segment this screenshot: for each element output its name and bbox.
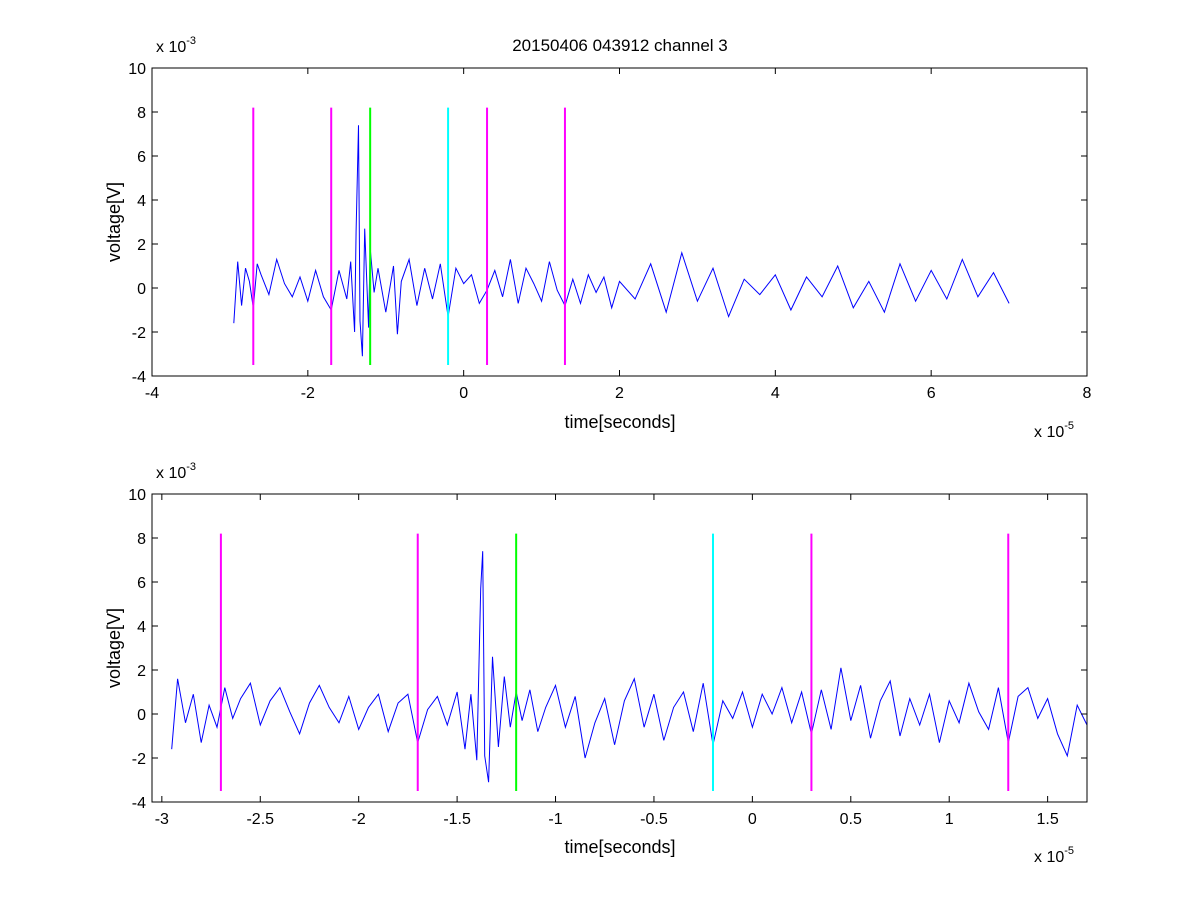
y-tick-label: 10 [128, 487, 146, 504]
x-axis-label: time[seconds] [564, 837, 675, 857]
x-tick-label: 8 [1083, 385, 1092, 402]
x-axis-label: time[seconds] [564, 412, 675, 432]
x-tick-label: 1 [945, 811, 954, 828]
y-tick-label: 4 [137, 619, 146, 636]
x-tick-label: -2.5 [246, 811, 274, 828]
y-axis-label: voltage[V] [104, 608, 124, 688]
y-tick-label: -2 [132, 325, 146, 342]
y-tick-label: 8 [137, 531, 146, 548]
bottom-subplot: -3 -2.5 -2 -1.5 -1 -0.5 0 0.5 1 1.5 -4 -2 0 2 4 6 8 10 ti… [104, 461, 1088, 866]
y-tick-label: -4 [132, 795, 146, 812]
y-axis-label: voltage[V] [104, 182, 124, 262]
x-tick-label: 1.5 [1037, 811, 1059, 828]
y-axis-multiplier: x 10-3 [156, 461, 196, 482]
x-tick-label: -1.5 [443, 811, 471, 828]
x-tick-label: -1 [548, 811, 562, 828]
signal-trace [233, 125, 1010, 357]
x-tick-label: 0.5 [840, 811, 862, 828]
x-tick-label: 6 [927, 385, 936, 402]
x-axis-multiplier: x 10-5 [1034, 845, 1074, 866]
x-axis-multiplier: x 10-5 [1034, 420, 1074, 441]
x-tick-label: -0.5 [640, 811, 668, 828]
y-tick-label: -4 [132, 369, 146, 386]
signal-trace [171, 551, 1088, 783]
y-axis-multiplier: x 10-3 [156, 35, 196, 56]
x-tick-label: -3 [155, 811, 169, 828]
y-tick-label: 6 [137, 575, 146, 592]
y-tick-label: 0 [137, 281, 146, 298]
y-tick-label: 10 [128, 61, 146, 78]
x-tick-label: 0 [748, 811, 757, 828]
x-tick-label: 2 [615, 385, 624, 402]
x-tick-label: -4 [145, 385, 159, 402]
plot-frame [151, 493, 1088, 803]
x-tick-label: 4 [771, 385, 780, 402]
y-tick-label: -2 [132, 751, 146, 768]
x-tick-label: -2 [301, 385, 315, 402]
y-tick-label: 8 [137, 105, 146, 122]
top-subplot: 20150406 043912 channel 3 -4 -2 0 2 4 6 8 -4 -2 0… [104, 35, 1092, 441]
y-tick-label: 6 [137, 149, 146, 166]
x-tick-label: -2 [352, 811, 366, 828]
chart-title: 20150406 043912 channel 3 [512, 36, 728, 55]
y-tick-label: 0 [137, 707, 146, 724]
y-tick-label: 4 [137, 193, 146, 210]
x-tick-label: 0 [459, 385, 468, 402]
y-tick-label: 2 [137, 663, 146, 680]
y-tick-label: 2 [137, 237, 146, 254]
